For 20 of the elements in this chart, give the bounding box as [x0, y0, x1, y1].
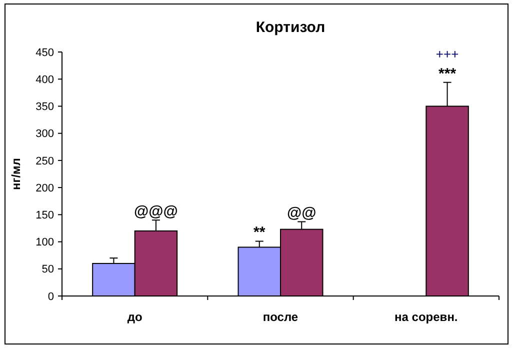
- y-tick-label: 100: [36, 236, 54, 249]
- y-tick-label: 350: [36, 101, 54, 114]
- y-tick-label: 250: [36, 155, 54, 168]
- y-tick-label: 300: [36, 128, 54, 140]
- chart-title: Кортизол: [256, 19, 326, 36]
- annotation: **: [254, 224, 266, 242]
- x-tick-label: после: [262, 310, 298, 324]
- annotation: @@: [286, 204, 316, 222]
- y-tick-label: 450: [36, 46, 54, 59]
- annotation: @@@: [134, 203, 178, 220]
- y-tick-label: 50: [42, 264, 54, 276]
- y-tick-label: 200: [36, 182, 54, 194]
- y-tick-label: 0: [48, 290, 54, 303]
- annotation: ***: [438, 65, 456, 82]
- y-tick-label: 150: [36, 210, 54, 222]
- y-axis-title: нг/мл: [9, 158, 23, 190]
- x-tick-label: на соревн.: [394, 310, 458, 324]
- y-tick-label: 400: [36, 74, 54, 86]
- x-tick-label: до: [127, 310, 142, 324]
- annotation: +++: [436, 46, 459, 62]
